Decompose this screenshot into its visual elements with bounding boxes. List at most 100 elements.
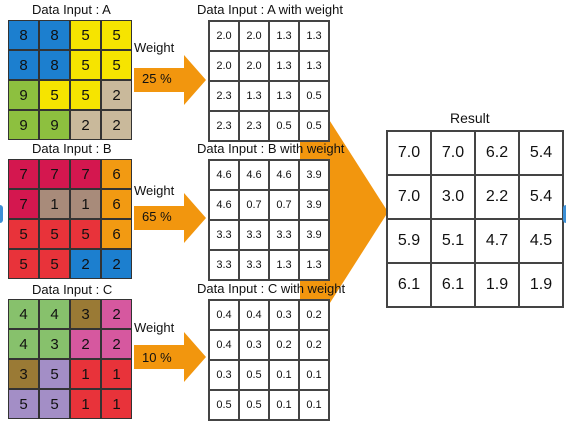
weighted-b-cell: 3.3 bbox=[269, 220, 299, 250]
weighted-c-cell: 0.4 bbox=[209, 330, 239, 360]
weighted-c-cell: 0.5 bbox=[239, 390, 269, 420]
result-cell: 2.2 bbox=[475, 175, 519, 219]
weighted-c-cell: 0.3 bbox=[239, 330, 269, 360]
input-c-title: Data Input : C bbox=[32, 282, 113, 297]
input-a-cell: 5 bbox=[70, 20, 101, 50]
input-a-cell: 8 bbox=[39, 50, 70, 80]
input-c-cell: 4 bbox=[8, 329, 39, 359]
weighted-b-cell: 3.9 bbox=[299, 190, 329, 220]
input-b-cell: 6 bbox=[101, 219, 132, 249]
weighted-a-cell: 0.5 bbox=[299, 81, 329, 111]
result-cell: 7.0 bbox=[387, 131, 431, 175]
result-cell: 7.0 bbox=[387, 175, 431, 219]
result-cell: 6.1 bbox=[387, 263, 431, 307]
input-b-cell: 1 bbox=[39, 189, 70, 219]
input-a-cell: 9 bbox=[8, 80, 39, 110]
input-c-cell: 2 bbox=[101, 299, 132, 329]
weighted-b-cell: 3.3 bbox=[209, 220, 239, 250]
weighted-a-cell: 2.3 bbox=[209, 111, 239, 141]
right-edge-marker bbox=[563, 205, 566, 223]
weighted-c-grid: 0.4 0.4 0.3 0.2 0.4 0.3 0.2 0.2 0.3 0.5 0.1 0.1 0.5 0… bbox=[208, 299, 330, 421]
input-c-cell: 1 bbox=[70, 389, 101, 419]
result-cell: 1.9 bbox=[519, 263, 563, 307]
weighted-a-cell: 2.0 bbox=[209, 51, 239, 81]
result-cell: 1.9 bbox=[475, 263, 519, 307]
result-cell: 5.4 bbox=[519, 175, 563, 219]
input-a-cell: 2 bbox=[101, 80, 132, 110]
weight-c-label: Weight bbox=[134, 320, 175, 335]
input-a-title: Data Input : A bbox=[32, 2, 111, 17]
input-b-cell: 2 bbox=[70, 249, 101, 279]
input-a-cell: 5 bbox=[70, 80, 101, 110]
weighted-a-cell: 2.0 bbox=[239, 51, 269, 81]
weight-c-percent: 10 % bbox=[142, 350, 172, 365]
input-b-title: Data Input : B bbox=[32, 141, 112, 156]
weighted-b-cell: 0.7 bbox=[269, 190, 299, 220]
weighted-a-cell: 2.0 bbox=[239, 21, 269, 51]
result-title: Result bbox=[450, 110, 490, 126]
weighted-b-cell: 3.9 bbox=[299, 220, 329, 250]
input-c-cell: 4 bbox=[39, 299, 70, 329]
weighted-a-grid: 2.0 2.0 1.3 1.3 2.0 2.0 1.3 1.3 2.3 1.3 1.3 0.5 2.3 2… bbox=[208, 20, 330, 142]
result-cell: 6.1 bbox=[431, 263, 475, 307]
input-c-cell: 3 bbox=[39, 329, 70, 359]
weighted-c-cell: 0.1 bbox=[269, 360, 299, 390]
input-b-cell: 5 bbox=[70, 219, 101, 249]
weighted-b-cell: 4.6 bbox=[209, 190, 239, 220]
input-a-cell: 8 bbox=[8, 50, 39, 80]
weighted-b-grid: 4.6 4.6 4.6 3.9 4.6 0.7 0.7 3.9 3.3 3.3 3.3 3.9 3.3 3… bbox=[208, 159, 330, 281]
input-b-cell: 1 bbox=[70, 189, 101, 219]
weighted-c-cell: 0.3 bbox=[269, 300, 299, 330]
result-cell: 4.7 bbox=[475, 219, 519, 263]
weight-a-label: Weight bbox=[134, 40, 175, 55]
weight-b-label: Weight bbox=[134, 183, 175, 198]
result-cell: 7.0 bbox=[431, 131, 475, 175]
weighted-b-cell: 3.3 bbox=[239, 220, 269, 250]
input-b-cell: 7 bbox=[8, 159, 39, 189]
result-cell: 5.9 bbox=[387, 219, 431, 263]
input-b-cell: 5 bbox=[8, 249, 39, 279]
input-a-cell: 5 bbox=[39, 80, 70, 110]
weight-b-percent: 65 % bbox=[142, 209, 172, 224]
weighted-a-cell: 1.3 bbox=[269, 81, 299, 111]
input-a-cell: 8 bbox=[39, 20, 70, 50]
weighted-c-cell: 0.4 bbox=[209, 300, 239, 330]
input-c-cell: 5 bbox=[39, 389, 70, 419]
input-c-cell: 5 bbox=[39, 359, 70, 389]
weight-arrow-b bbox=[134, 193, 206, 243]
weighted-b-cell: 3.9 bbox=[299, 160, 329, 190]
input-a-cell: 5 bbox=[101, 20, 132, 50]
weight-a-percent: 25 % bbox=[142, 71, 172, 86]
result-cell: 6.2 bbox=[475, 131, 519, 175]
weighted-c-cell: 0.5 bbox=[209, 390, 239, 420]
weighted-a-cell: 1.3 bbox=[239, 81, 269, 111]
input-c-cell: 2 bbox=[101, 329, 132, 359]
weighted-c-cell: 0.1 bbox=[299, 360, 329, 390]
weighted-a-cell: 1.3 bbox=[269, 21, 299, 51]
input-c-cell: 4 bbox=[8, 299, 39, 329]
weighted-c-cell: 0.5 bbox=[239, 360, 269, 390]
input-a-cell: 9 bbox=[8, 110, 39, 140]
weight-arrow-c bbox=[134, 332, 206, 382]
weighted-a-cell: 1.3 bbox=[299, 21, 329, 51]
input-c-cell: 1 bbox=[70, 359, 101, 389]
input-b-cell: 5 bbox=[39, 219, 70, 249]
result-cell: 4.5 bbox=[519, 219, 563, 263]
input-b-cell: 7 bbox=[8, 189, 39, 219]
weighted-b-cell: 0.7 bbox=[239, 190, 269, 220]
weighted-c-cell: 0.4 bbox=[239, 300, 269, 330]
weighted-a-title: Data Input : A with weight bbox=[197, 2, 343, 17]
result-cell: 5.4 bbox=[519, 131, 563, 175]
input-a-cell: 5 bbox=[101, 50, 132, 80]
weighted-b-cell: 4.6 bbox=[209, 160, 239, 190]
input-a-cell: 2 bbox=[70, 110, 101, 140]
weighted-b-title: Data Input : B with weight bbox=[197, 141, 345, 156]
weighted-c-cell: 0.2 bbox=[269, 330, 299, 360]
weight-arrow-a bbox=[134, 55, 206, 105]
input-a-cell: 2 bbox=[101, 110, 132, 140]
weighted-a-cell: 1.3 bbox=[269, 51, 299, 81]
result-cell: 5.1 bbox=[431, 219, 475, 263]
result-cell: 3.0 bbox=[431, 175, 475, 219]
